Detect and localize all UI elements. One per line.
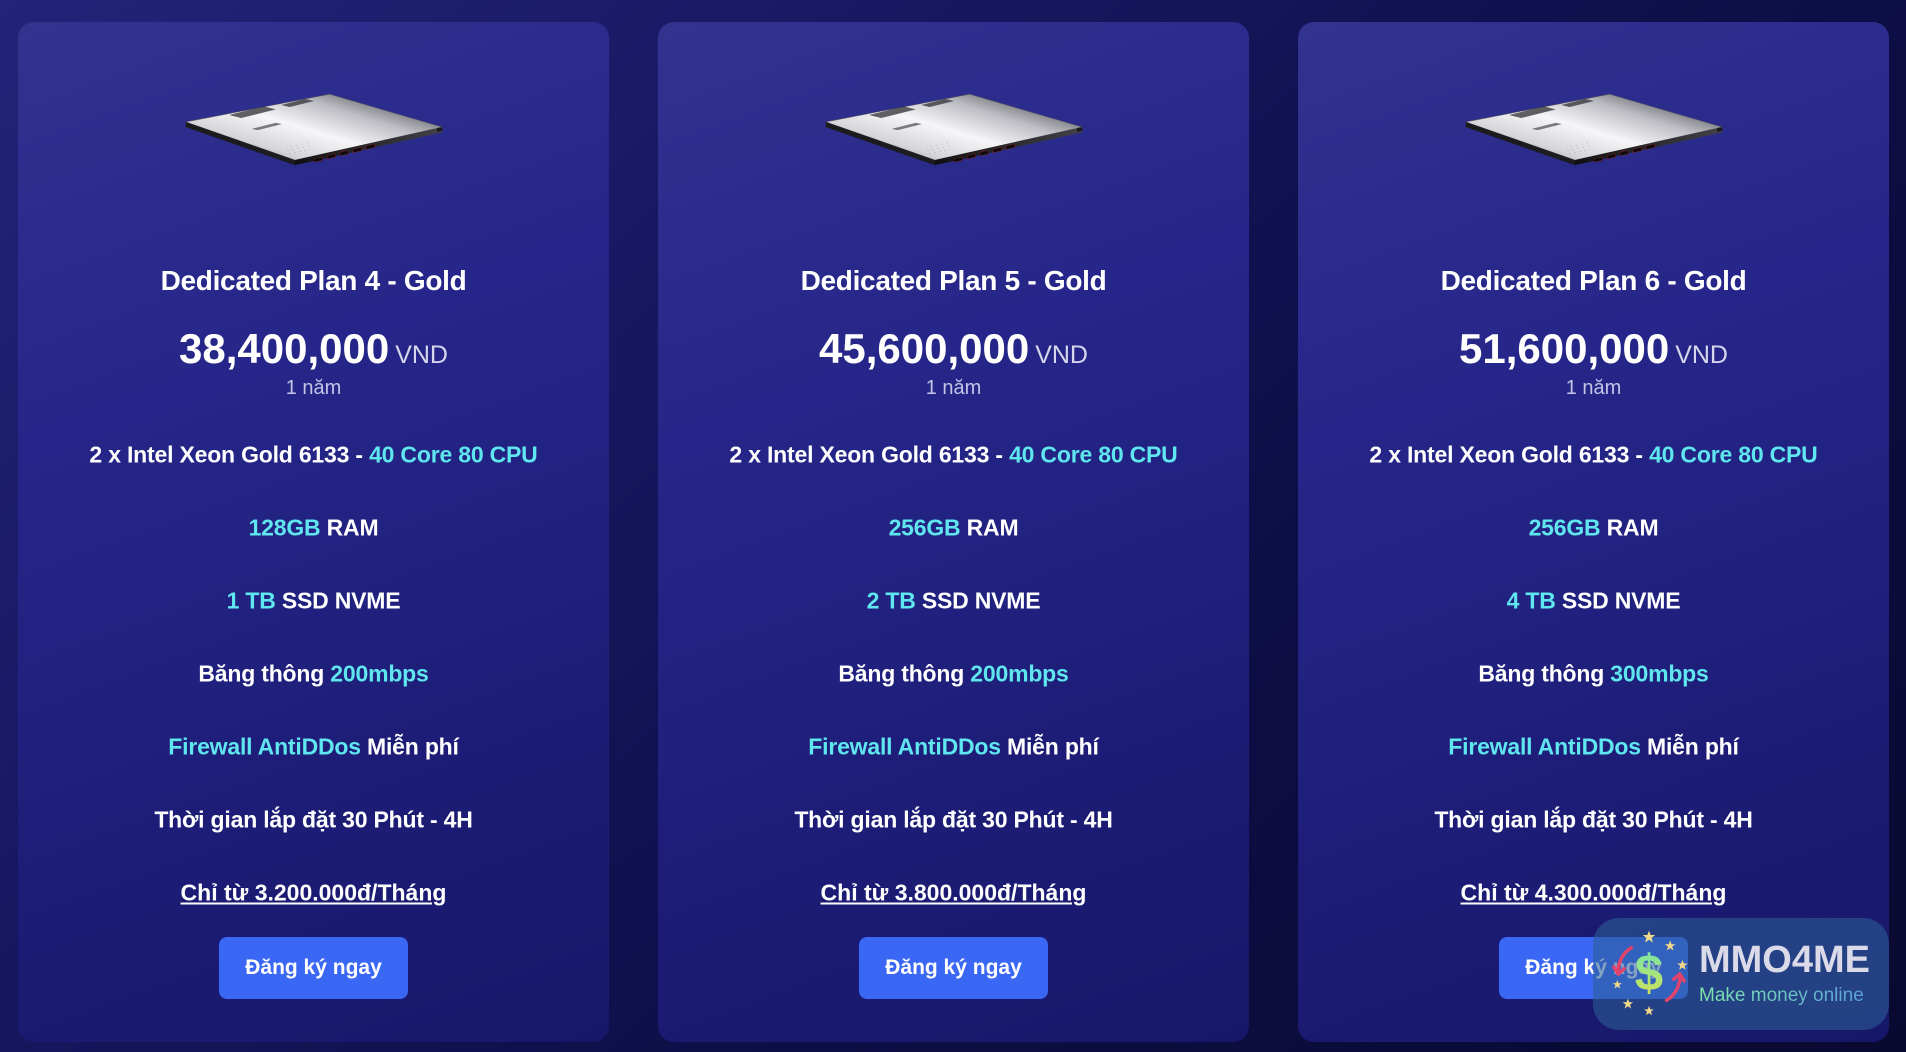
svg-text:$: $ [1635,944,1663,1001]
